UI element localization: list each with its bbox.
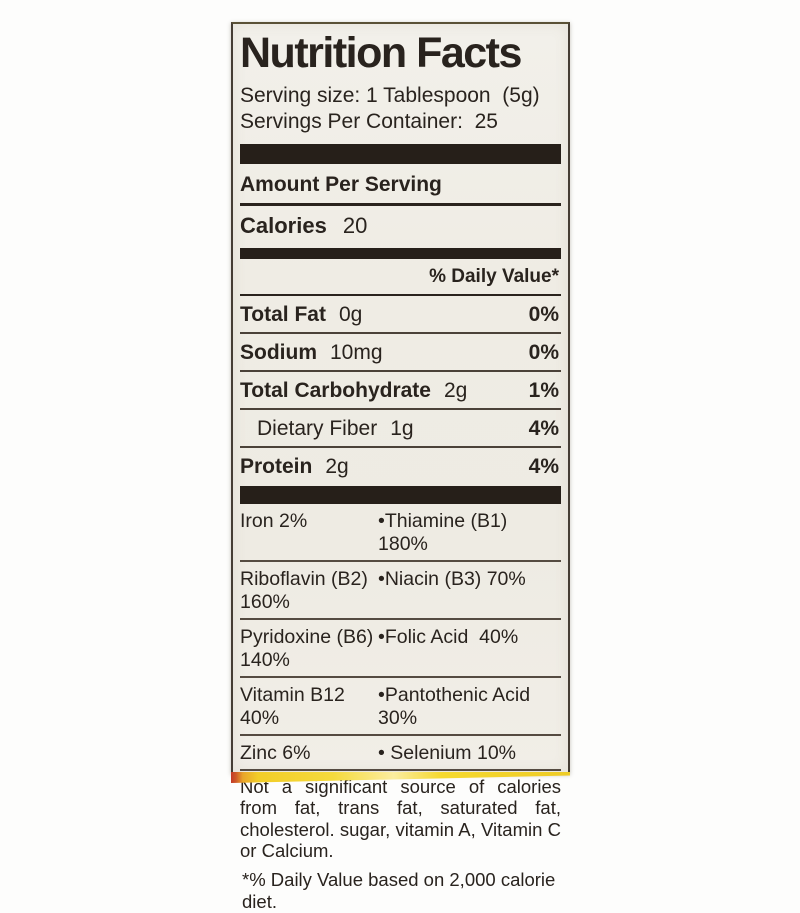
- calories-value: 20: [342, 212, 368, 238]
- nutrient-name: Sodium: [240, 340, 317, 364]
- nutrient-row-protein: Protein 2g 4%: [240, 448, 561, 486]
- nutrient-daily-value: 1%: [528, 378, 559, 402]
- nutrition-facts-panel: Nutrition Facts Serving size: 1 Tablespo…: [231, 22, 570, 912]
- nutrient-name: Total Fat: [240, 302, 326, 326]
- calories-label: Calories: [240, 212, 327, 238]
- micronutrient-row-iron-thiamine: Iron 2% •Thiamine (B1) 180%: [240, 504, 561, 562]
- nutrient-row-total-fat: Total Fat 0g 0%: [240, 296, 561, 334]
- micronutrient-left: Vitamin B12 40%: [240, 683, 351, 729]
- micronutrient-left: Iron 2%: [240, 509, 308, 532]
- nutrient-amount: 1g: [390, 416, 414, 440]
- servings-per-container-line: Servings Per Container: 25: [240, 109, 498, 133]
- nutrient-row-sodium: Sodium 10mg 0%: [240, 334, 561, 372]
- nutrient-amount: 10mg: [330, 340, 383, 364]
- separator-bar-thick: [240, 485, 561, 504]
- micronutrient-row-zinc-selenium: Zinc 6% • Selenium 10%: [240, 736, 561, 771]
- nutrient-name: Dietary Fiber: [257, 416, 378, 440]
- nutrition-label: Nutrition Facts Serving size: 1 Tablespo…: [231, 22, 570, 912]
- nutrient-row-dietary-fiber: Dietary Fiber 1g 4%: [240, 410, 561, 448]
- nutrient-amount: 2g: [325, 454, 349, 478]
- micronutrient-left: Riboflavin (B2) 160%: [240, 567, 374, 613]
- serving-size-line: Serving size: 1 Tablespoon (5g): [240, 83, 540, 107]
- nutrition-facts-title: Nutrition Facts: [240, 29, 522, 77]
- separator-bar-medium: [240, 247, 561, 259]
- micronutrient-row-riboflavin-niacin: Riboflavin (B2) 160% •Niacin (B3) 70%: [240, 562, 561, 620]
- disclaimer-text: Not a significant source of calories fro…: [240, 775, 561, 862]
- nutrient-daily-value: 4%: [528, 454, 559, 478]
- micronutrient-right: • Selenium 10%: [378, 741, 517, 764]
- nutrient-daily-value: 0%: [528, 340, 559, 364]
- nutrient-name: Total Carbohydrate: [240, 378, 431, 402]
- nutrient-row-total-carbohydrate: Total Carbohydrate 2g 1%: [240, 372, 561, 410]
- nutrient-amount: 0g: [338, 302, 363, 326]
- micronutrient-right: •Niacin (B3) 70%: [378, 567, 526, 590]
- daily-value-footnote: *% Daily Value based on 2,000 calorie di…: [242, 868, 556, 912]
- separator-bar-thick: [240, 143, 561, 164]
- daily-value-heading: % Daily Value*: [240, 259, 561, 296]
- calories-row: Calories 20: [240, 206, 561, 248]
- nutrient-name: Protein: [240, 454, 313, 478]
- micronutrient-row-pyridoxine-folic-acid: Pyridoxine (B6) 140% •Folic Acid 40%: [240, 620, 561, 678]
- micronutrient-left: Pyridoxine (B6) 140%: [240, 625, 379, 671]
- nutrient-daily-value: 4%: [528, 416, 559, 440]
- product-photo: Nutrition Facts Serving size: 1 Tablespo…: [231, 22, 570, 912]
- micronutrient-left: Zinc 6%: [240, 741, 311, 764]
- packaging-stripe: [231, 772, 570, 783]
- micronutrient-right: •Thiamine (B1) 180%: [378, 509, 513, 555]
- nutrient-daily-value: 0%: [528, 302, 559, 326]
- micronutrient-row-b12-pantothenic: Vitamin B12 40% •Pantothenic Acid 30%: [240, 678, 561, 736]
- micronutrient-right: •Folic Acid 40%: [378, 625, 519, 648]
- amount-per-serving-heading: Amount Per Serving: [240, 170, 561, 206]
- nutrient-amount: 2g: [443, 378, 468, 402]
- micronutrient-right: •Pantothenic Acid 30%: [378, 683, 536, 729]
